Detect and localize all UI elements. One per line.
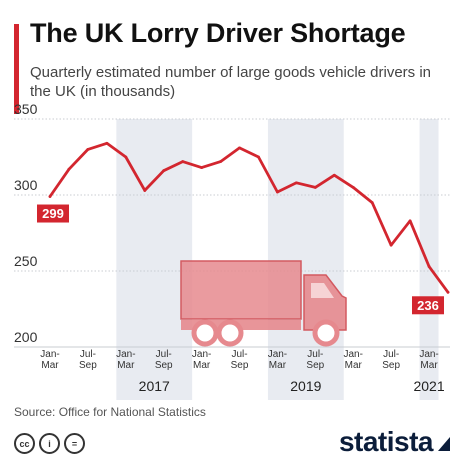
data-point [238, 146, 241, 150]
x-tick-label: Jan-Mar [419, 349, 438, 371]
data-point [257, 155, 260, 159]
y-tick-label: 350 [14, 101, 38, 117]
data-point [162, 169, 166, 173]
x-tick-label: Jan-Mar [268, 349, 287, 371]
year-band-0 [116, 119, 193, 400]
truck-wheel-2 [312, 319, 340, 347]
data-point [408, 219, 412, 223]
data-label: 236 [417, 298, 439, 313]
x-tick-label: Jan-Mar [192, 349, 211, 371]
data-point [351, 186, 355, 189]
year-bands [116, 119, 439, 400]
data-label: 299 [42, 206, 64, 221]
chart-subtitle: Quarterly estimated number of large good… [30, 64, 432, 100]
x-tick-label: Jul-Sep [306, 349, 324, 371]
data-point [446, 290, 450, 294]
axis-labels: 200 250 300 350 Jan-Mar Jul-Sep Jan-Mar Jul-Sep… [14, 101, 445, 394]
data-label-box [412, 296, 444, 315]
truck-wheel-1 [216, 319, 244, 347]
statista-mark-icon [438, 437, 450, 451]
year-label: 2017 [139, 378, 170, 394]
year-band-1 [267, 119, 344, 400]
y-tick-label: 200 [14, 329, 38, 345]
x-tick-label: Jul-Sep [79, 349, 97, 371]
data-point [219, 160, 222, 163]
cc-icon[interactable]: cc [14, 433, 35, 454]
chart-title: The UK Lorry Driver Shortage [30, 18, 406, 48]
data-point [370, 201, 374, 205]
truck-window [311, 283, 334, 298]
y-tick-label: 250 [14, 253, 38, 269]
attribution-icon[interactable]: i [39, 433, 60, 454]
truck-wheel-0 [191, 319, 219, 347]
data-point [67, 167, 71, 171]
data-label-box [37, 204, 69, 223]
x-tick-label: Jul-Sep [382, 349, 400, 371]
data-point [48, 195, 52, 198]
year-band-2 [419, 119, 439, 400]
data-point [389, 243, 393, 247]
x-tick-label: Jul-Sep [155, 349, 173, 371]
data-point [427, 265, 431, 268]
data-point [332, 173, 336, 177]
truck-icon [180, 260, 347, 347]
license-icons: cc i = [14, 433, 85, 454]
data-point [200, 166, 204, 170]
y-tick-label: 300 [14, 177, 38, 193]
data-point [313, 186, 317, 189]
year-label: 2019 [290, 378, 321, 394]
data-point [181, 160, 185, 163]
series-line-layer: 299 236 [37, 141, 450, 315]
source-note: Source: Office for National Statistics [14, 405, 206, 419]
data-point [276, 190, 279, 194]
statista-logo[interactable]: statista [339, 426, 452, 458]
series-line [48, 141, 450, 294]
title-accent-bar [14, 24, 19, 114]
x-tick-label: Jan-Mar [40, 349, 59, 371]
data-point [124, 155, 128, 159]
data-point [143, 189, 147, 192]
brand-name: statista [338, 426, 434, 457]
x-tick-label: Jul-Sep [231, 349, 249, 371]
data-point [105, 141, 109, 145]
no-derivatives-icon[interactable]: = [64, 433, 85, 454]
data-point [294, 181, 298, 185]
year-label: 2021 [413, 378, 444, 394]
truck-trailer [180, 260, 302, 320]
data-point [86, 148, 90, 151]
x-tick-label: Jan-Mar [344, 349, 363, 371]
truck-chassis [181, 320, 301, 330]
x-tick-label: Jan-Mar [116, 349, 135, 371]
